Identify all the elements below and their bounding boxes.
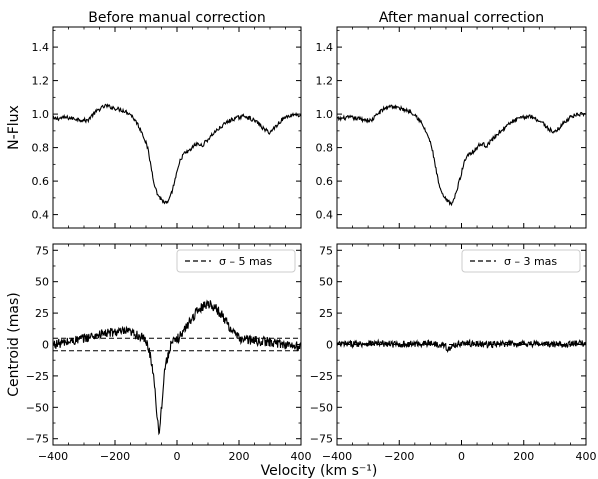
x-tick-label: 200 bbox=[229, 450, 250, 463]
y-tick-label: 0.6 bbox=[32, 175, 50, 188]
y-tick-label: 1.0 bbox=[316, 108, 334, 121]
axes-frame bbox=[336, 26, 587, 229]
x-tick-label: −400 bbox=[322, 450, 352, 463]
y-tick-label: 50 bbox=[35, 276, 49, 289]
series-line bbox=[337, 104, 586, 207]
y-tick-label: 75 bbox=[319, 244, 333, 257]
x-tick-label: 0 bbox=[174, 450, 181, 463]
y-tick-label: 75 bbox=[35, 244, 49, 257]
x-tick-label: −200 bbox=[384, 450, 414, 463]
x-tick-label: 400 bbox=[576, 450, 597, 463]
x-axis-label: Velocity (km s⁻¹) bbox=[261, 463, 378, 479]
y-tick-label: −75 bbox=[310, 433, 333, 446]
y-tick-label: 1.4 bbox=[316, 41, 334, 54]
panel-centroid-after: −400 −200 0 200 400 −75 −50 −25 0 25 50 75 σ – 3 mas bbox=[310, 243, 597, 463]
y-tick-label: 1.2 bbox=[32, 75, 50, 88]
y-tick-label: 1.0 bbox=[32, 108, 50, 121]
y-tick-label: 0.6 bbox=[316, 175, 334, 188]
y-tick-label: 0 bbox=[42, 339, 49, 352]
y-tick-label: −50 bbox=[26, 401, 49, 414]
legend-label: σ – 3 mas bbox=[504, 255, 557, 268]
y-tick-label: −50 bbox=[310, 401, 333, 414]
y-tick-label: −75 bbox=[26, 433, 49, 446]
y-tick-label: 0.4 bbox=[32, 209, 50, 222]
series-line bbox=[53, 103, 301, 205]
y-tick-label: −25 bbox=[26, 370, 49, 383]
x-tick-label: 200 bbox=[513, 450, 534, 463]
x-tick-label: 400 bbox=[291, 450, 312, 463]
legend-box bbox=[176, 249, 296, 273]
y-tick-label: 1.4 bbox=[32, 41, 50, 54]
legend-label: σ – 5 mas bbox=[219, 255, 272, 268]
y-axis-label: Centroid (mas) bbox=[6, 292, 22, 396]
y-axis-label: N-Flux bbox=[6, 105, 22, 150]
axes-frame bbox=[52, 243, 302, 446]
legend-box bbox=[461, 249, 581, 273]
series-line bbox=[53, 299, 301, 436]
y-tick-label: 1.2 bbox=[316, 75, 334, 88]
panel-flux-after: After manual correction 0.4 0.6 0.8 1.0 1.2 1… bbox=[316, 10, 587, 229]
x-tick-label: −400 bbox=[38, 450, 68, 463]
y-tick-label: 0.4 bbox=[316, 209, 334, 222]
y-tick-label: −25 bbox=[310, 370, 333, 383]
y-tick-label: 0 bbox=[326, 339, 333, 352]
y-tick-label: 0.8 bbox=[316, 142, 334, 155]
x-tick-label: 0 bbox=[458, 450, 465, 463]
series-line bbox=[337, 338, 586, 354]
y-tick-label: 25 bbox=[319, 307, 333, 320]
y-tick-label: 50 bbox=[319, 276, 333, 289]
panel-title: After manual correction bbox=[379, 10, 544, 26]
y-tick-label: 25 bbox=[35, 307, 49, 320]
panel-title: Before manual correction bbox=[88, 10, 265, 26]
panel-centroid-before: Centroid (mas) −400 −200 0 200 400 −75 −50 −25 0… bbox=[6, 243, 312, 463]
x-tick-label: −200 bbox=[100, 450, 130, 463]
y-tick-label: 0.8 bbox=[32, 142, 50, 155]
panel-flux-before: Before manual correction N-Flux 0.4 0.6 0.… bbox=[6, 10, 302, 229]
